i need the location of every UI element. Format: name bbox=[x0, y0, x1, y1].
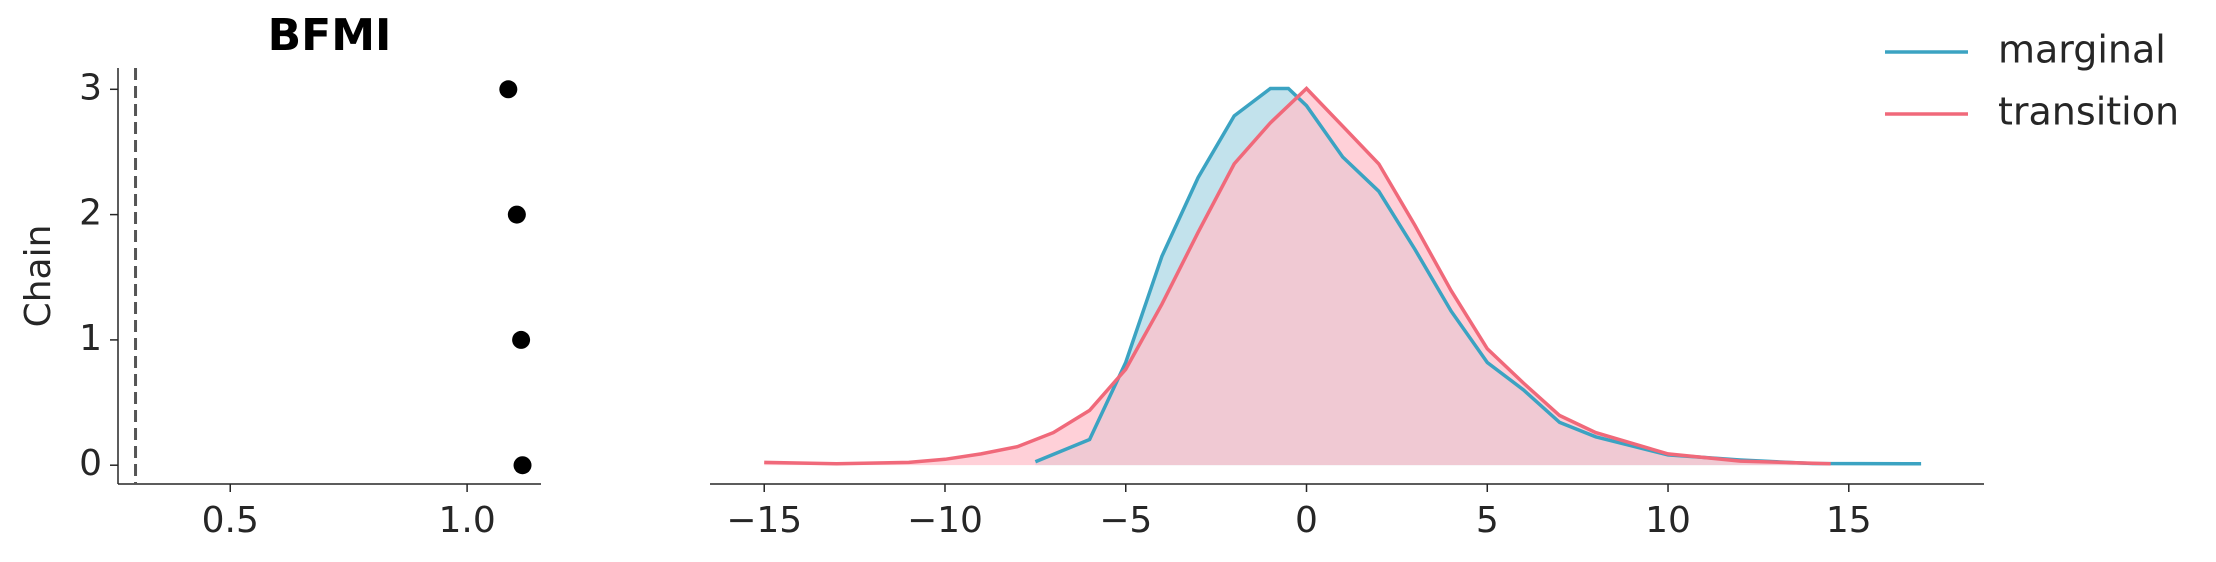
legend-label: marginal bbox=[1998, 28, 2166, 72]
x-tick-label: 1.0 bbox=[438, 500, 495, 541]
legend-label: transition bbox=[1998, 90, 2179, 134]
point bbox=[513, 456, 532, 475]
x-tick-label: 5 bbox=[1476, 500, 1499, 541]
point bbox=[512, 330, 531, 349]
x-tick-label: −15 bbox=[726, 500, 802, 541]
y-axis-label: Chain bbox=[18, 225, 59, 328]
y-tick-label: 1 bbox=[79, 318, 102, 359]
point bbox=[499, 80, 518, 99]
area bbox=[764, 88, 1831, 466]
x-tick-label: 10 bbox=[1645, 500, 1691, 541]
x-tick-label: 0.5 bbox=[202, 500, 259, 541]
y-tick-label: 2 bbox=[79, 193, 102, 234]
chart-title: BFMI bbox=[268, 10, 392, 61]
line bbox=[764, 86, 1831, 466]
x-tick-label: 0 bbox=[1295, 500, 1318, 541]
x-tick-label: −5 bbox=[1099, 500, 1152, 541]
x-tick-label: −10 bbox=[907, 500, 983, 541]
y-tick-label: 3 bbox=[79, 67, 102, 108]
line bbox=[1034, 86, 1922, 466]
y-tick-label: 0 bbox=[79, 443, 102, 484]
point bbox=[507, 205, 526, 224]
x-tick-label: 15 bbox=[1826, 500, 1872, 541]
